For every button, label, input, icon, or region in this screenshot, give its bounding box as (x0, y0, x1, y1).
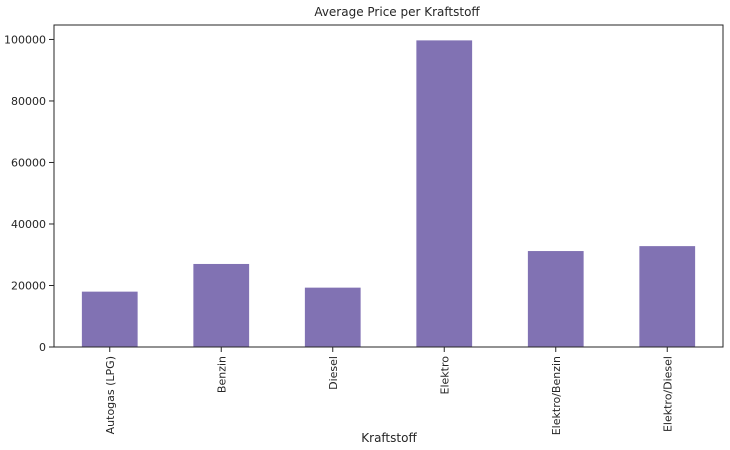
x-tick-label: Elektro/Diesel (661, 356, 674, 432)
x-tick-label: Elektro/Benzin (550, 356, 563, 435)
x-tick-label: Benzin (215, 356, 228, 393)
chart-title: Average Price per Kraftstoff (314, 5, 480, 19)
x-tick-label: Diesel (327, 356, 340, 390)
x-tick-label: Autogas (LPG) (104, 356, 117, 434)
y-tick-label: 80000 (11, 95, 46, 108)
bars-group (81, 40, 696, 348)
bar-0 (81, 291, 138, 347)
bar-5 (639, 246, 696, 347)
bar-4 (527, 251, 584, 347)
y-tick-label: 20000 (11, 279, 46, 292)
bar-1 (193, 263, 250, 347)
bar-2 (304, 287, 361, 347)
x-axis-ticks: Autogas (LPG) Benzin Diesel Elektro Elektro/… (104, 347, 674, 435)
bar-3 (416, 40, 473, 348)
plot-frame (53, 24, 724, 348)
y-tick-label: 0 (39, 341, 46, 354)
y-tick-label: 40000 (11, 218, 46, 231)
y-tick-label: 100000 (4, 33, 46, 46)
x-tick-label: Elektro (438, 356, 451, 395)
y-tick-label: 60000 (11, 156, 46, 169)
x-axis-label: Kraftstoff (361, 431, 417, 445)
y-axis-ticks: 0 20000 40000 60000 80000 100000 (4, 33, 54, 354)
